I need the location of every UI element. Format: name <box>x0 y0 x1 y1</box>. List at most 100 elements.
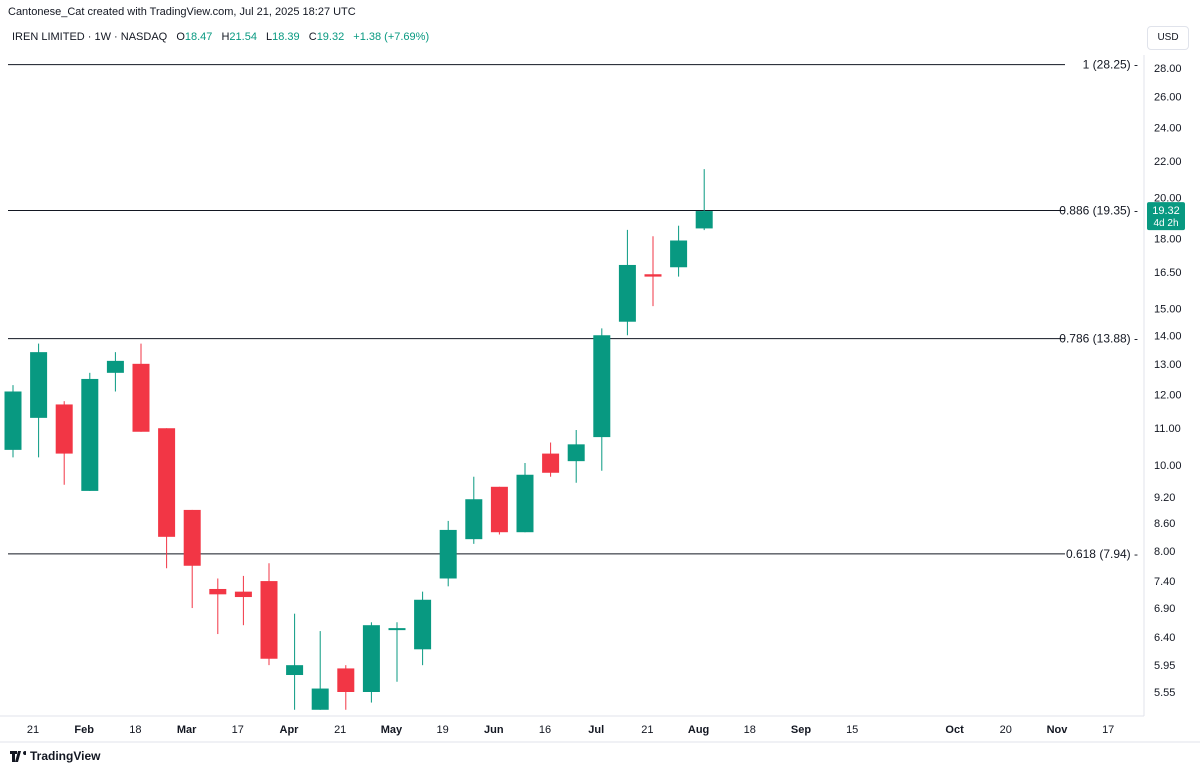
candle-11[interactable] <box>286 613 304 710</box>
candle-body-17 <box>439 529 457 579</box>
candle-body-9 <box>234 591 252 598</box>
y-tick-label: 12.00 <box>1154 390 1182 402</box>
candle-9[interactable] <box>234 575 252 626</box>
candle-19[interactable] <box>490 486 508 535</box>
y-tick-label: 9.20 <box>1154 492 1175 504</box>
last-price-label: 19.32 <box>1152 205 1180 217</box>
fib-level-label-1: 0.886 (19.35) - <box>1059 203 1138 217</box>
candle-body-11 <box>286 665 304 676</box>
candle-body-18 <box>465 499 483 540</box>
candle-22[interactable] <box>567 429 585 483</box>
candle-26[interactable] <box>670 225 688 277</box>
x-tick-label: 15 <box>846 724 858 736</box>
candle-body-21 <box>542 453 560 473</box>
symbol-legend: IREN LIMITED · 1W · NASDAQ O18.47 H21.54… <box>12 31 429 43</box>
candle-17[interactable] <box>439 520 457 587</box>
footer-brand-text: TradingView <box>30 749 101 763</box>
y-tick-label: 8.60 <box>1154 518 1175 530</box>
high-value: 21.54 <box>229 31 257 43</box>
candle-body-16 <box>414 599 432 650</box>
fib-level-label-2: 0.786 (13.88) - <box>1059 332 1138 346</box>
candle-20[interactable] <box>516 463 534 533</box>
y-tick-label: 28.00 <box>1154 63 1182 75</box>
y-tick-label: 24.00 <box>1154 122 1182 134</box>
x-tick-label: 17 <box>232 724 244 736</box>
fib-level-label-3: 0.618 (7.94) - <box>1066 547 1138 561</box>
x-tick-label: Mar <box>177 724 197 736</box>
candle-body-6 <box>158 428 176 537</box>
y-tick-label: 22.00 <box>1154 156 1182 168</box>
candle-body-20 <box>516 474 534 533</box>
candle-body-0 <box>4 391 22 450</box>
y-tick-label: 13.00 <box>1154 359 1182 371</box>
candle-body-25 <box>644 274 662 277</box>
y-tick-label: 6.40 <box>1154 632 1175 644</box>
candle-body-19 <box>490 486 508 533</box>
candle-body-27 <box>695 211 713 229</box>
candle-21[interactable] <box>542 442 560 477</box>
candle-body-2 <box>55 404 73 454</box>
low-value: 18.39 <box>272 31 300 43</box>
x-tick-label: Nov <box>1047 724 1069 736</box>
y-tick-label: 7.40 <box>1154 576 1175 588</box>
candle-body-1 <box>30 352 48 418</box>
candle-24[interactable] <box>618 229 636 336</box>
candle-body-24 <box>618 264 636 322</box>
symbol-line: IREN LIMITED · 1W · NASDAQ <box>12 31 168 43</box>
candle-10[interactable] <box>260 563 278 666</box>
x-tick-label: 19 <box>436 724 448 736</box>
open-value: 18.47 <box>184 31 213 43</box>
countdown-label: 4d 2h <box>1153 218 1178 229</box>
candle-1[interactable] <box>30 343 48 458</box>
candle-0[interactable] <box>4 385 22 458</box>
candle-body-13 <box>337 668 355 692</box>
candle-body-15 <box>388 628 406 631</box>
candle-16[interactable] <box>414 591 432 666</box>
candle-6[interactable] <box>158 428 176 569</box>
candle-body-26 <box>670 240 688 268</box>
candle-27[interactable] <box>695 169 713 231</box>
x-tick-label: 20 <box>1000 724 1012 736</box>
high-label: H <box>221 31 230 43</box>
candle-5[interactable] <box>132 343 150 432</box>
fib-level-label-0: 1 (28.25) - <box>1083 58 1138 72</box>
candle-body-7 <box>183 509 201 566</box>
currency-button[interactable]: USD <box>1147 26 1189 50</box>
y-tick-label: 14.00 <box>1154 330 1182 342</box>
x-tick-label: Oct <box>945 724 964 736</box>
candle-body-4 <box>106 360 124 373</box>
candle-13[interactable] <box>337 665 355 710</box>
candle-15[interactable] <box>388 622 406 682</box>
open-label: O <box>176 31 185 43</box>
footer-brand: TradingView <box>10 749 100 763</box>
low-label: L <box>266 31 273 43</box>
close-label: C <box>308 31 317 43</box>
candle-4[interactable] <box>106 352 124 392</box>
x-tick-label: 18 <box>744 724 756 736</box>
x-tick-label: Sep <box>791 724 811 736</box>
tradingview-logo-icon <box>10 750 26 762</box>
x-tick-label: 21 <box>27 724 39 736</box>
candle-25[interactable] <box>644 236 662 307</box>
x-tick-label: Aug <box>688 724 709 736</box>
candle-body-5 <box>132 363 150 432</box>
candle-12[interactable] <box>311 631 329 710</box>
candle-14[interactable] <box>362 622 380 703</box>
candle-3[interactable] <box>81 372 99 491</box>
candle-18[interactable] <box>465 476 483 544</box>
candle-2[interactable] <box>55 401 73 485</box>
x-tick-label: 18 <box>129 724 141 736</box>
candle-body-23 <box>593 335 611 438</box>
x-tick-label: Jun <box>484 724 504 736</box>
x-tick-label: May <box>381 724 403 736</box>
x-tick-label: 21 <box>641 724 653 736</box>
x-tick-label: 16 <box>539 724 551 736</box>
candle-23[interactable] <box>593 328 611 471</box>
candle-body-8 <box>209 588 227 595</box>
x-tick-label: Jul <box>588 724 604 736</box>
y-tick-label: 20.00 <box>1154 193 1182 205</box>
y-tick-label: 26.00 <box>1154 92 1182 104</box>
candle-8[interactable] <box>209 578 227 635</box>
candle-7[interactable] <box>183 509 201 609</box>
